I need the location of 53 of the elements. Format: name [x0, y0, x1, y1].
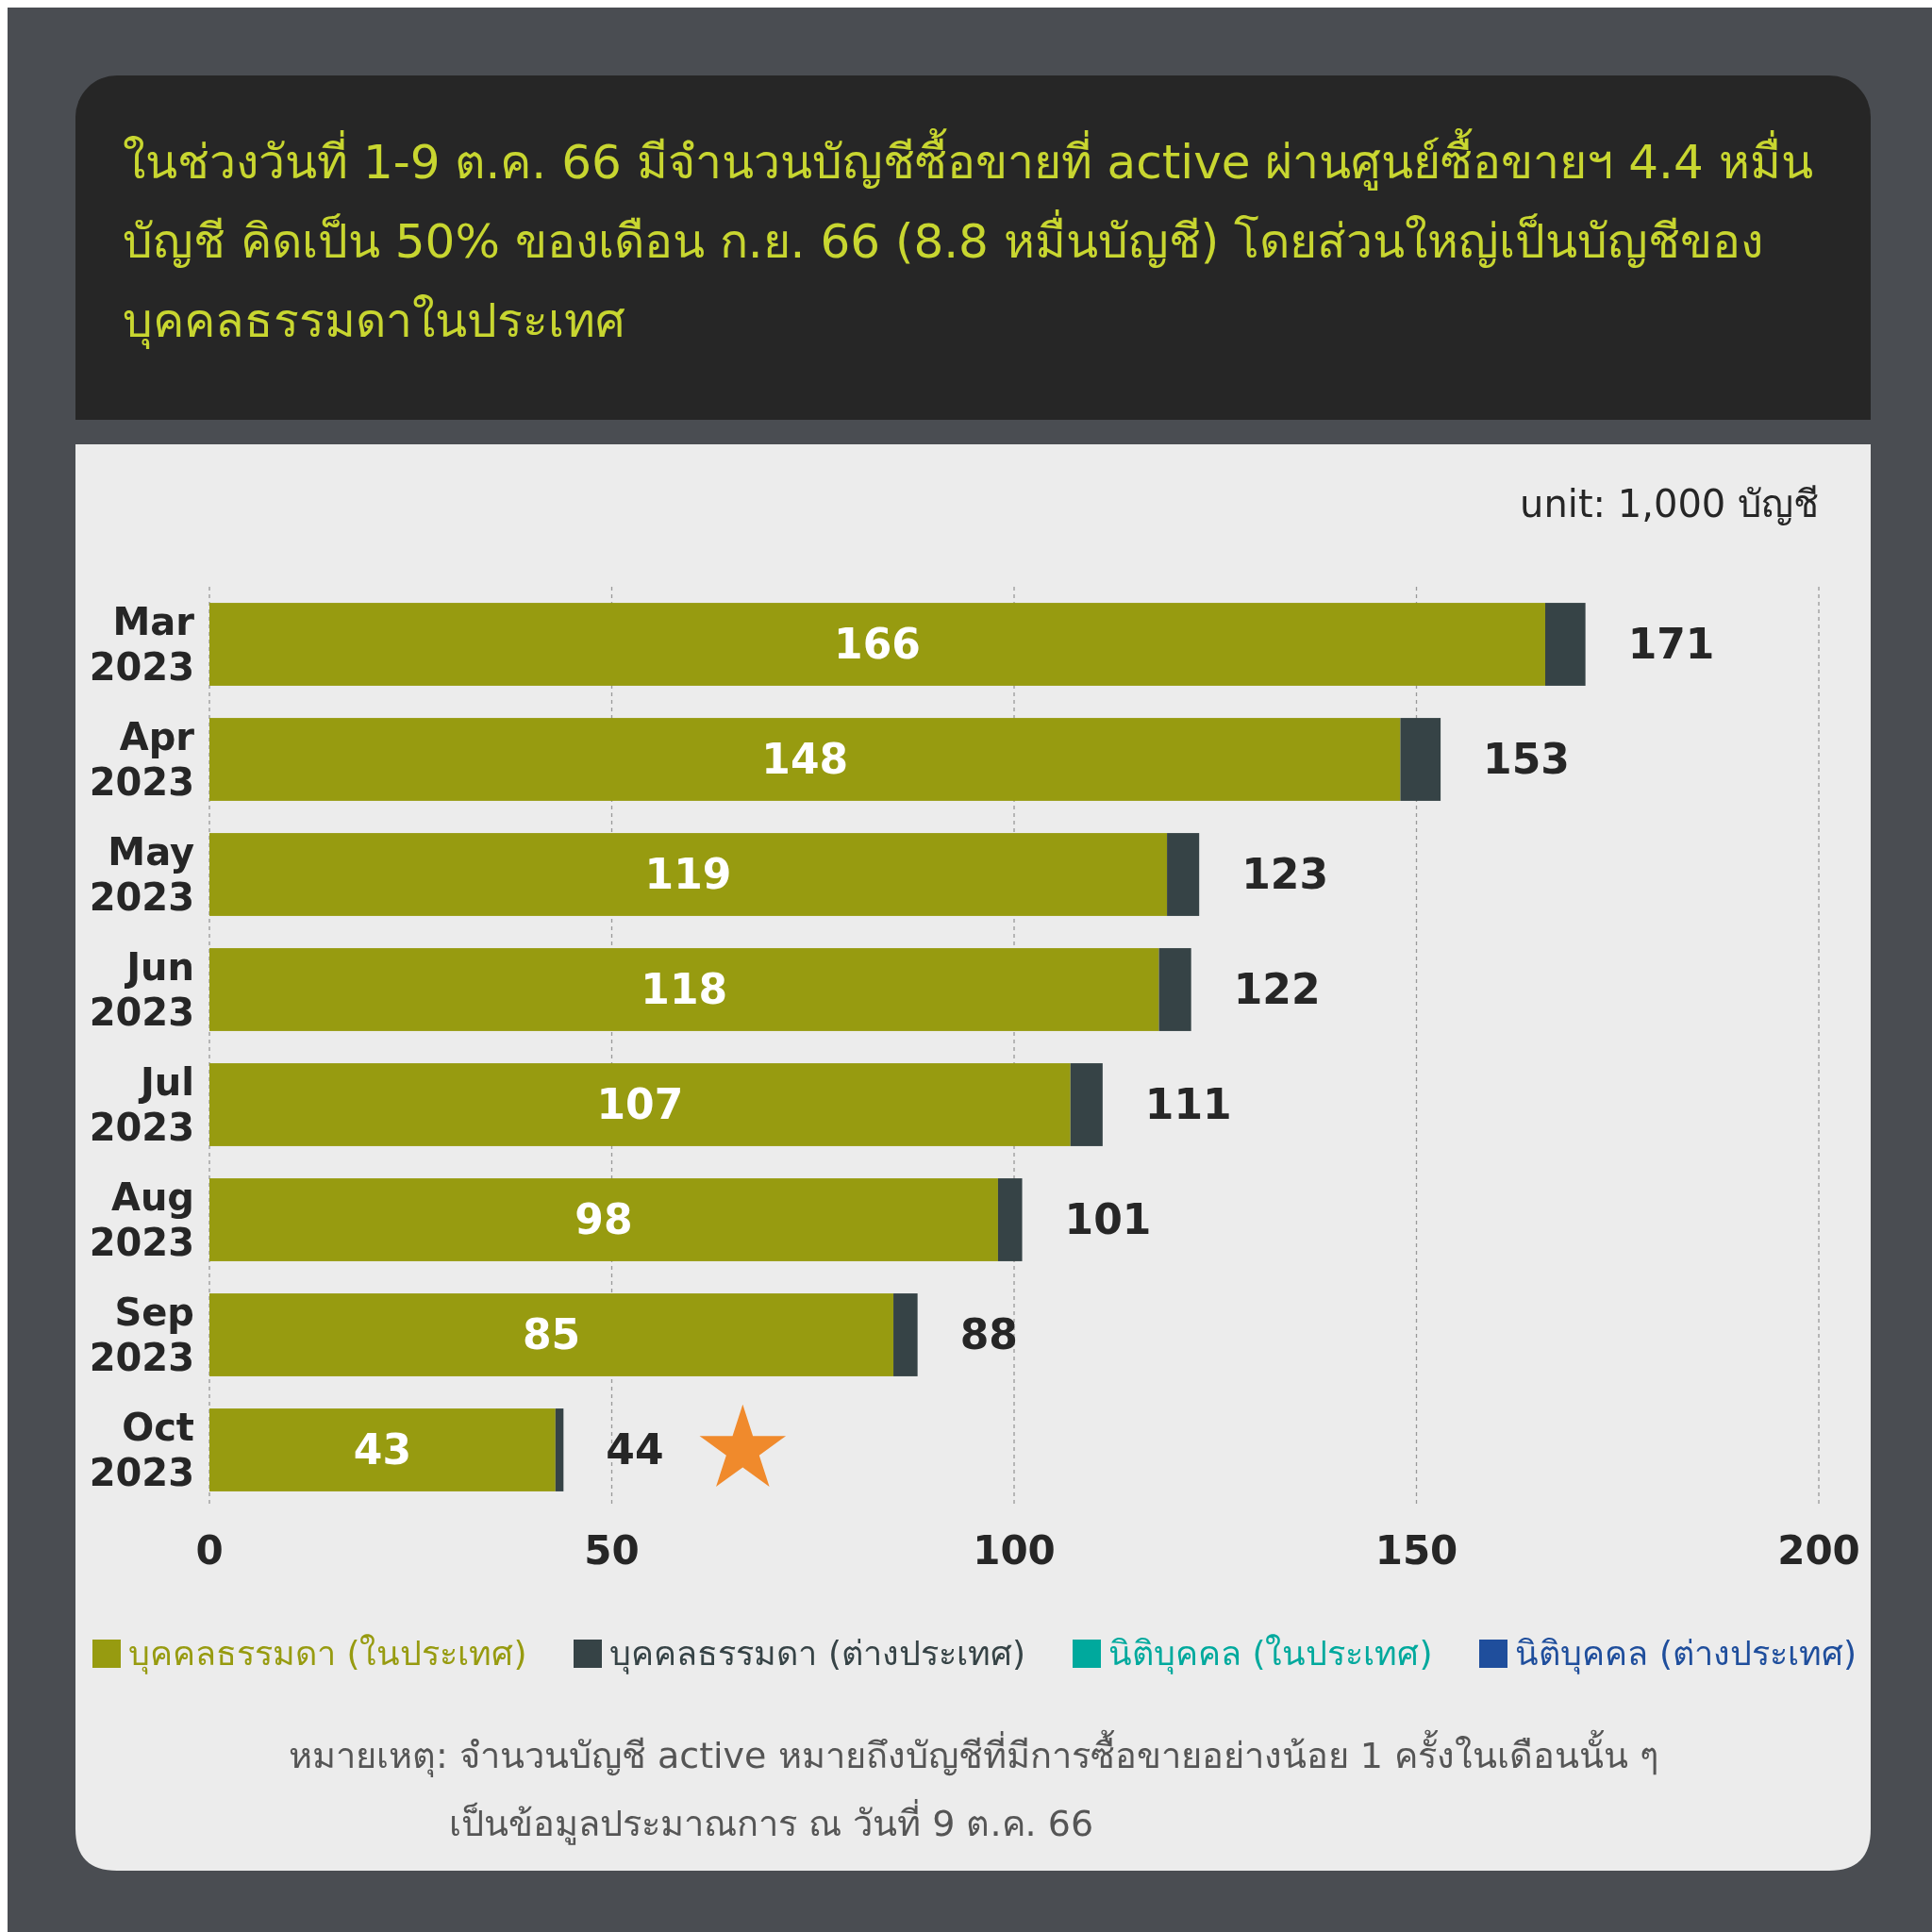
bar [1070, 1063, 1103, 1146]
bar [893, 1293, 918, 1376]
y-tick-label: Jun 2023 [89, 945, 194, 1034]
total-label: 111 [1144, 1080, 1232, 1129]
data-label: 148 [761, 735, 849, 784]
x-tick-label: 50 [584, 1527, 640, 1574]
total-label: 122 [1233, 965, 1321, 1014]
total-label: 153 [1483, 735, 1570, 784]
y-tick-label: May 2023 [89, 830, 194, 919]
bar [209, 948, 1159, 1031]
total-label: 88 [959, 1310, 1018, 1359]
bar [997, 1178, 1023, 1261]
bar [209, 1063, 1071, 1146]
bar [209, 1408, 556, 1491]
data-label: 119 [644, 850, 732, 899]
legend-label: บุคคลธรรมดา (ต่างประเทศ) [609, 1633, 1026, 1676]
text: เป็นข้อมูลประมาณการ ณ วันที่ 9 ต.ค. 66 [449, 1799, 1094, 1845]
bar [555, 1408, 564, 1491]
data-label: 43 [353, 1425, 412, 1474]
y-tick-label: Jul 2023 [89, 1060, 194, 1149]
legend-label: บุคคลธรรมดา (ในประเทศ) [128, 1633, 527, 1676]
bar [209, 718, 1401, 801]
bar [1158, 948, 1191, 1031]
data-label: 166 [834, 620, 921, 669]
bar [209, 603, 1545, 686]
text: หมายเหตุ: จำนวนบัญชี active หมายถึงบัญชีที่มีการซื้อขายอย่างน้อย 1 ครั้งในเดือนนั้น ๆ [289, 1729, 1658, 1777]
bar [209, 833, 1168, 916]
x-tick-label: 200 [1777, 1527, 1860, 1574]
x-tick-label: 0 [195, 1527, 224, 1574]
y-tick-label: Sep 2023 [89, 1291, 194, 1379]
text: unit: 1,000 บัญชี [1520, 482, 1819, 525]
chart-title: ในช่วงวันที่ 1-9 ต.ค. 66 มีจำนวนบัญชีซื้อขายที่ active ผ่านศูนย์ซื้อขายฯ 4.4 หมื่นบัญชี คิดเป็น 50% ของเดือน ก.ย. 66 (8.8 หมื่นบัญชี) โดยส่วนใหญ่เป็นบัญชีของบุคคลธรรมดาในประเทศ [123, 127, 1814, 351]
total-label: 101 [1064, 1195, 1152, 1244]
bar [1167, 833, 1200, 916]
data-label: 118 [641, 965, 728, 1014]
data-label: 85 [522, 1310, 581, 1359]
bar [1544, 603, 1586, 686]
y-tick-label: Aug 2023 [89, 1175, 194, 1264]
legend-label: นิติบุคคล (ต่างประเทศ) [1515, 1633, 1857, 1676]
total-label: 171 [1627, 620, 1715, 669]
bar [209, 1293, 894, 1376]
y-tick-label: Apr 2023 [89, 715, 195, 804]
x-tick-label: 100 [973, 1527, 1056, 1574]
bar [1400, 718, 1441, 801]
total-label: 44 [606, 1425, 664, 1474]
legend-label: นิติบุคคล (ในประเทศ) [1108, 1633, 1433, 1676]
data-label: 107 [596, 1080, 684, 1129]
x-tick-label: 150 [1374, 1527, 1458, 1574]
bar [209, 1178, 998, 1261]
y-tick-label: Oct 2023 [89, 1406, 194, 1494]
data-label: 98 [575, 1195, 633, 1244]
total-label: 123 [1241, 850, 1329, 899]
y-tick-label: Mar 2023 [89, 600, 195, 689]
